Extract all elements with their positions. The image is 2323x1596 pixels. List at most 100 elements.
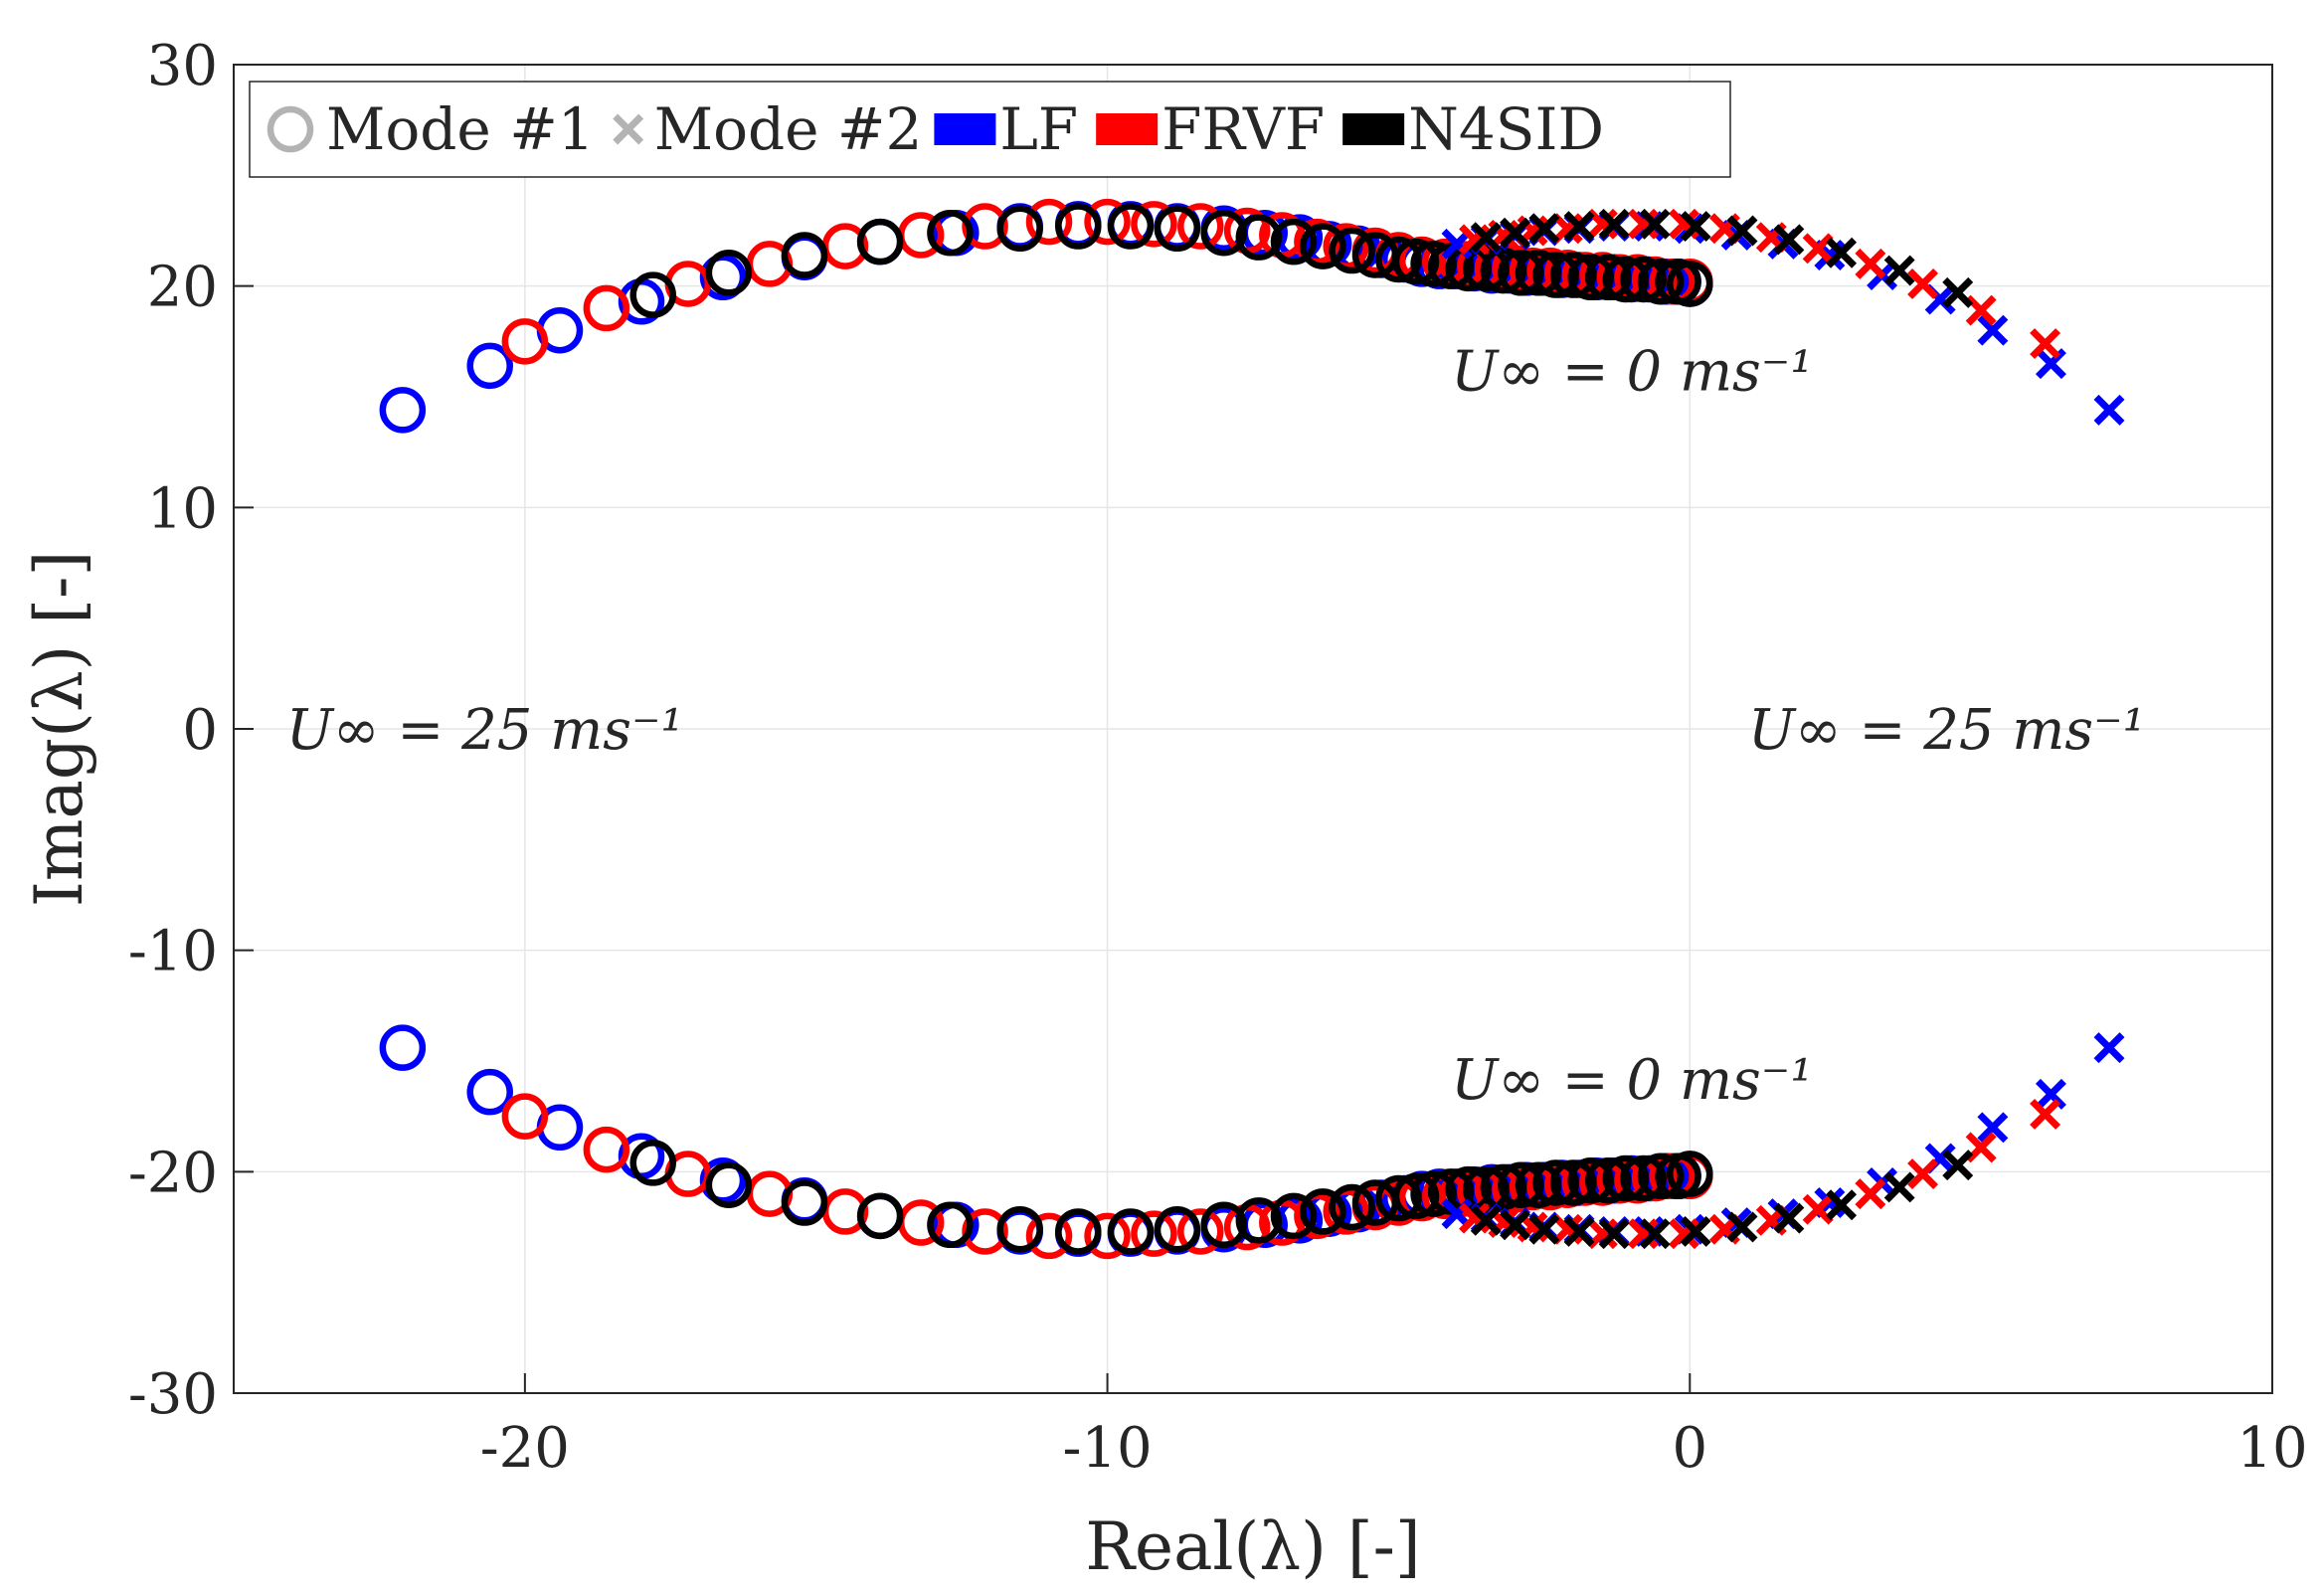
n4sid-mode-1-point — [1055, 203, 1102, 250]
n4sid-mode-1-point — [1637, 1153, 1685, 1200]
n4sid-mode-1-point — [1480, 1163, 1527, 1211]
n4sid-mode-2-point — [1680, 211, 1711, 243]
n4sid-mode-1-point — [629, 271, 676, 318]
n4sid-mode-1-point — [1235, 1197, 1283, 1244]
n4sid-mode-2-point — [1598, 1218, 1630, 1250]
frvf-mode-1-point — [1131, 201, 1177, 248]
n4sid-mode-1-point — [1549, 1159, 1597, 1206]
n4sid-mode-2-point — [1942, 276, 1974, 308]
lf-mode-1-point — [699, 1156, 747, 1204]
n4sid-mode-2-point — [1500, 1209, 1531, 1241]
n4sid-mode-1-point — [996, 205, 1043, 253]
n4sid-mode-1-point — [1392, 1172, 1440, 1220]
n4sid-mode-1-point — [1532, 252, 1579, 298]
n4sid-mode-2-point — [1826, 237, 1858, 268]
n4sid-mode-1-point — [629, 1140, 676, 1186]
data-markers — [379, 198, 2125, 1260]
frvf-mode-1-point — [1177, 1208, 1224, 1255]
n4sid-mode-2-point — [1470, 1204, 1502, 1236]
frvf-mode-1-point — [501, 318, 549, 365]
frvf-mode-1-point — [1025, 1212, 1073, 1260]
n4sid-mode-1-point — [856, 218, 904, 266]
n4sid-mode-2-point — [1883, 1171, 1915, 1203]
legend-frvf-label: FRVF — [1162, 95, 1325, 163]
n4sid-mode-1-point — [927, 1201, 974, 1249]
legend-lf-label: LF — [999, 95, 1078, 163]
annotations: U∞ = 0 ms⁻¹ U∞ = 0 ms⁻¹ U∞ = 25 ms⁻¹ U∞ = 2… — [286, 339, 2145, 1113]
frvf-mode-1-point — [1177, 203, 1224, 250]
n4sid-mode-1-point — [1480, 247, 1527, 294]
lf-mode-2-point — [2093, 1032, 2125, 1064]
speed-annotation: U∞ = 25 ms⁻¹ — [286, 698, 683, 763]
frvf-mode-2-point — [1907, 1158, 1939, 1190]
lf-mode-1-point — [379, 387, 427, 434]
x-axis-label: Real(λ) [-] — [1085, 1508, 1420, 1585]
legend: Mode #1 Mode #2 LF FRVF N4SID — [249, 81, 1731, 178]
n4sid-mode-2-point — [1773, 224, 1805, 256]
legend-mode-2-label: Mode #2 — [654, 95, 923, 163]
lf-mode-2-point — [1977, 314, 2009, 346]
n4sid-mode-2-point — [1826, 1189, 1858, 1221]
n4sid-mode-1-point — [996, 1205, 1043, 1253]
legend-frvf-icon — [1096, 113, 1159, 145]
n4sid-mode-2-point — [1598, 208, 1630, 240]
n4sid-mode-1-point — [1329, 1183, 1375, 1231]
n4sid-mode-2-point — [1639, 208, 1671, 240]
y-tick-label: -20 — [128, 1141, 218, 1205]
n4sid-mode-2-point — [1680, 1215, 1711, 1247]
n4sid-mode-1-point — [1055, 1208, 1102, 1255]
legend-n4sid-label: N4SID — [1408, 95, 1604, 163]
n4sid-mode-1-point — [1585, 254, 1632, 301]
n4sid-mode-2-point — [1528, 1213, 1560, 1245]
y-axis-label: Imag(λ) [-] — [21, 551, 97, 907]
n4sid-mode-1-point — [781, 1179, 828, 1226]
x-tick-label: 10 — [2236, 1416, 2307, 1481]
n4sid-mode-1-point — [1375, 236, 1422, 283]
n4sid-mode-1-point — [1154, 1205, 1201, 1253]
n4sid-mode-1-point — [1375, 1174, 1422, 1222]
legend-lf-icon — [934, 113, 996, 145]
frvf-mode-1-point — [1084, 1212, 1131, 1260]
n4sid-mode-1-point — [1410, 241, 1457, 287]
n4sid-mode-1-point — [1270, 218, 1318, 266]
y-tick-label: -10 — [128, 920, 218, 984]
n4sid-mode-1-point — [1392, 238, 1440, 285]
lf-mode-2-point — [2093, 394, 2125, 426]
frvf-mode-1-point — [1323, 1188, 1369, 1235]
n4sid-mode-1-point — [1498, 1161, 1544, 1208]
n4sid-mode-1-point — [1235, 214, 1283, 261]
frvf-mode-2-point — [2030, 328, 2061, 360]
y-tick-label: -30 — [128, 1362, 218, 1427]
n4sid-mode-1-point — [1602, 1154, 1650, 1202]
frvf-mode-1-point — [1323, 223, 1369, 269]
n4sid-mode-1-point — [705, 1161, 753, 1208]
frvf-mode-1-point — [583, 1126, 630, 1173]
n4sid-mode-1-point — [1667, 1151, 1713, 1197]
y-tick-label: 20 — [147, 256, 218, 320]
frvf-mode-1-point — [1025, 198, 1073, 246]
n4sid-mode-1-point — [1532, 1159, 1579, 1206]
n4sid-mode-1-point — [1620, 1154, 1667, 1202]
n4sid-mode-1-point — [1200, 209, 1247, 257]
legend-mode-1-icon — [267, 105, 314, 153]
n4sid-mode-1-point — [1270, 1192, 1318, 1240]
frvf-mode-1-point — [583, 284, 630, 332]
y-tick-label: 0 — [182, 698, 218, 763]
frvf-mode-2-point — [1627, 1218, 1659, 1250]
n4sid-mode-1-point — [1107, 1208, 1155, 1255]
n4sid-mode-2-point — [1528, 213, 1560, 245]
frvf-mode-2-point — [1802, 233, 1834, 265]
frvf-mode-2-point — [1965, 1132, 1997, 1163]
y-tick-label: 30 — [147, 34, 218, 98]
n4sid-mode-1-point — [1667, 261, 1713, 307]
axes-box — [233, 64, 2273, 1394]
lf-mode-1-point — [379, 1024, 427, 1071]
n4sid-mode-1-point — [1300, 223, 1346, 269]
n4sid-mode-1-point — [1200, 1201, 1247, 1249]
n4sid-mode-1-point — [1567, 1156, 1614, 1204]
n4sid-mode-2-point — [1500, 217, 1531, 249]
n4sid-mode-2-point — [1563, 1215, 1595, 1247]
frvf-mode-2-point — [1802, 1193, 1834, 1225]
legend-mode-1-label: Mode #1 — [326, 95, 595, 163]
n4sid-mode-1-point — [1637, 258, 1685, 305]
